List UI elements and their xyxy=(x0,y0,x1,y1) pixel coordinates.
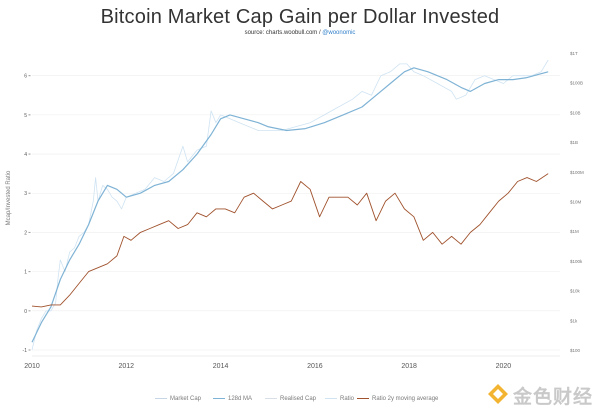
y-tick-label: 1 xyxy=(24,270,27,276)
legend-item-ratio-2y[interactable]: Ratio 2y moving average xyxy=(357,396,438,402)
y-right-tick-label: $1T xyxy=(570,51,578,56)
legend-swatch xyxy=(325,397,337,399)
y-tick-glyph xyxy=(28,231,31,233)
y-tick-glyph xyxy=(28,310,31,312)
y-right-tick-label: $1M xyxy=(570,229,579,234)
chart-title: Bitcoin Market Cap Gain per Dollar Inves… xyxy=(100,6,500,28)
y-tick-label: -1 xyxy=(23,348,28,354)
watermark: 金色财经 xyxy=(487,381,599,408)
y-tick-glyph xyxy=(28,75,31,77)
x-tick-label: 2016 xyxy=(307,363,323,370)
source-handle-link[interactable]: @woonomic xyxy=(322,30,356,36)
y-axis-left: -1 0 1 2 3 4 5 6 xyxy=(23,74,31,354)
y-tick-glyph xyxy=(28,114,31,116)
y-right-tick-label: $100 xyxy=(570,348,581,353)
legend-swatch xyxy=(357,397,369,399)
x-tick-label: 2010 xyxy=(24,363,40,370)
series-layer xyxy=(31,59,549,351)
legend-item-ratio[interactable]: Ratio xyxy=(325,396,354,402)
y-tick-glyph xyxy=(28,192,31,194)
legend-label: Realised Cap xyxy=(280,396,317,402)
legend-swatch xyxy=(155,397,167,399)
x-tick-label: 2020 xyxy=(496,363,512,370)
source-prefix: source: charts.woobull.com / xyxy=(244,30,323,36)
grid xyxy=(32,75,560,351)
y-tick-glyph xyxy=(28,271,31,273)
y-tick-label: 6 xyxy=(24,74,27,80)
y-tick-label: 2 xyxy=(24,230,27,236)
watermark-text: 金色财经 xyxy=(513,387,594,408)
y-right-tick-label: $1k xyxy=(570,318,578,323)
legend-swatch xyxy=(265,397,277,399)
gold-diamond-logo-icon xyxy=(488,384,508,404)
x-tick-label: 2018 xyxy=(401,363,417,370)
series-line-128d-ma xyxy=(31,67,549,343)
y-tick-glyph xyxy=(28,153,31,155)
y-right-tick-label: $10k xyxy=(570,289,581,294)
y-tick-label: 0 xyxy=(24,309,27,315)
y-right-tick-label: $10B xyxy=(570,110,581,115)
y-right-tick-label: $100B xyxy=(570,81,583,86)
legend-item-128d-ma[interactable]: 128d MA xyxy=(213,396,252,402)
y-right-tick-label: $10M xyxy=(570,200,582,205)
x-axis: 2010 2012 2014 2016 2018 2020 xyxy=(24,355,560,370)
y-tick-label: 5 xyxy=(24,113,27,119)
series-line-ratio-2y-moving-average xyxy=(31,173,549,308)
x-tick-label: 2014 xyxy=(213,363,229,370)
legend-label: 128d MA xyxy=(228,396,253,402)
y-tick-label: 4 xyxy=(24,152,27,158)
y-right-tick-label: $100M xyxy=(570,170,584,175)
legend-item-market-cap[interactable]: Market Cap xyxy=(155,396,201,402)
y-right-tick-label: $100k xyxy=(570,259,583,264)
x-tick-label: 2012 xyxy=(118,363,134,370)
legend-label: Ratio xyxy=(340,396,355,402)
legend-swatch xyxy=(213,397,225,399)
y-axis-right: $100 $1k $10k $100k $1M $10M $100M $1B $10B $100B… xyxy=(570,51,584,353)
y-axis-label: Mcap/Invested Ratio xyxy=(6,170,12,225)
y-right-tick-label: $1B xyxy=(570,140,578,145)
y-tick-label: 3 xyxy=(24,191,27,197)
legend-label: Ratio 2y moving average xyxy=(372,396,439,402)
legend-label: Market Cap xyxy=(170,396,202,402)
legend: Market Cap 128d MA Realised Cap Ratio Ra… xyxy=(155,396,455,406)
legend-item-realised-cap[interactable]: Realised Cap xyxy=(265,396,316,402)
series-line-ratio xyxy=(31,59,549,351)
y-tick-glyph xyxy=(28,349,31,351)
chart-source: source: charts.woobull.com / @woonomic xyxy=(0,30,600,36)
